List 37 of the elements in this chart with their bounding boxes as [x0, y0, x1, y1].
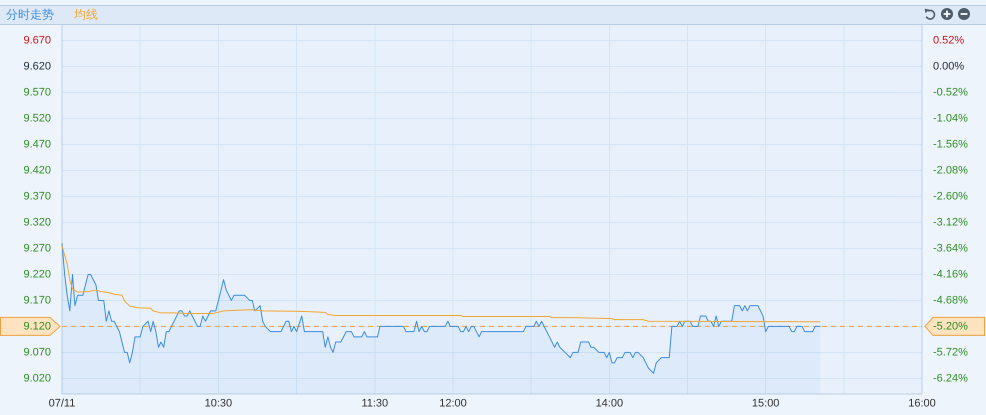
x-tick-label: 10:30 [204, 398, 232, 410]
y2-tick-label: -3.64% [933, 242, 968, 255]
x-tick-label: 14:00 [596, 398, 624, 410]
y-tick-label: 9.470 [23, 138, 51, 151]
y-tick-label: 9.270 [23, 242, 51, 255]
y2-tick-label: -6.24% [933, 372, 968, 385]
x-tick-label: 11:30 [361, 398, 388, 410]
y-tick-label: 9.320 [23, 216, 51, 229]
y2-tick-label: -4.68% [933, 294, 968, 307]
y2-tick-label: -3.12% [933, 216, 968, 229]
y2-tick-label: 0.52% [933, 34, 964, 47]
y-tick-label: 9.020 [23, 372, 51, 384]
y2-tick-label: -2.60% [933, 190, 968, 203]
y2-tick-label: -0.52% [933, 86, 968, 99]
y-tick-label: 9.520 [23, 112, 51, 125]
y-tick-label: 9.670 [23, 34, 51, 47]
y2-tick-label: -5.72% [933, 346, 968, 359]
y-tick-label: 9.070 [23, 346, 51, 358]
y-tick-label: 9.620 [23, 60, 51, 73]
y-tick-label: 9.420 [23, 164, 51, 177]
y2-tick-label: -5.20% [933, 320, 968, 333]
y-tick-label: 9.220 [23, 268, 51, 280]
x-tick-label: 16:00 [908, 398, 936, 410]
x-tick-label: 07/11 [48, 398, 76, 410]
text: 分时走势 [6, 7, 54, 22]
y2-tick-label: -2.08% [933, 164, 968, 177]
text: 均线 [73, 7, 98, 22]
y2-tick-label: -1.56% [933, 138, 968, 151]
y-tick-label: 9.120 [23, 320, 51, 332]
y-tick-label: 9.370 [23, 190, 51, 203]
y2-tick-label: 0.00% [933, 60, 964, 73]
y2-tick-label: -1.04% [933, 112, 968, 125]
y-tick-label: 9.570 [23, 86, 51, 99]
x-tick-label: 12:00 [439, 398, 467, 410]
y-tick-label: 9.170 [23, 294, 51, 306]
x-tick-label: 15:00 [752, 398, 780, 410]
y2-tick-label: -4.16% [933, 268, 968, 281]
